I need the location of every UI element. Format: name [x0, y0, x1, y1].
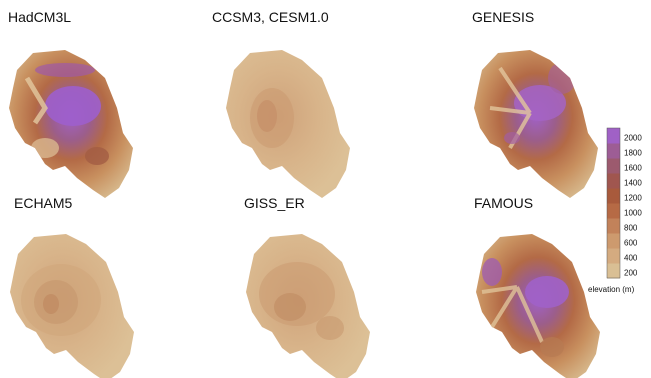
- colorbar-swatch: [607, 218, 620, 234]
- colorbar-swatch: [607, 188, 620, 204]
- colorbar-tick-label: 400: [624, 254, 638, 263]
- colorbar-swatch: [607, 203, 620, 219]
- panel-famous: FAMOUS: [474, 195, 600, 378]
- panel-giss-er: GISS_ER: [244, 195, 370, 378]
- colorbar-swatch: [607, 248, 620, 264]
- echam5-map: [10, 234, 134, 378]
- colorbar-tick-label: 600: [624, 239, 638, 248]
- colorbar-swatch: [607, 233, 620, 249]
- colorbar-tick-label: 800: [624, 224, 638, 233]
- colorbar-tick-label: 1600: [624, 164, 642, 173]
- panel-label: FAMOUS: [474, 195, 533, 211]
- colorbar-swatches: [607, 128, 620, 279]
- colorbar-tick-label: 1800: [624, 149, 642, 158]
- colorbar-swatch: [607, 143, 620, 159]
- giss-er-map: [246, 234, 370, 378]
- colorbar-tick-label: 2000: [624, 134, 642, 143]
- panel-genesis: GENESIS: [472, 9, 598, 198]
- hadcm3l-map: [9, 50, 133, 198]
- colorbar-swatch: [607, 158, 620, 174]
- colorbar-tick-label: 1000: [624, 209, 642, 218]
- colorbar-swatch: [607, 128, 620, 144]
- colorbar-title: elevation (m): [588, 285, 635, 294]
- colorbar-swatch: [607, 173, 620, 189]
- panel-label: GENESIS: [472, 9, 534, 25]
- panel-label: GISS_ER: [244, 195, 305, 211]
- colorbar-tick-label: 1400: [624, 179, 642, 188]
- panel-echam5: ECHAM5: [10, 195, 134, 378]
- genesis-map: [474, 50, 598, 198]
- panel-label: CCSM3, CESM1.0: [212, 9, 329, 25]
- panel-label: HadCM3L: [8, 9, 71, 25]
- ccsm3-map: [226, 50, 350, 198]
- colorbar-swatch: [607, 263, 620, 279]
- panel-ccsm3: CCSM3, CESM1.0: [212, 9, 350, 198]
- colorbar-tick-label: 1200: [624, 194, 642, 203]
- famous-map: [476, 234, 600, 378]
- colorbar-tick-label: 200: [624, 269, 638, 278]
- panel-hadcm3l: HadCM3L: [8, 9, 133, 198]
- colorbar-ticks: 200 400 600 800 1000 1200 1400 1600 1800 2000: [624, 134, 642, 278]
- panel-label: ECHAM5: [14, 195, 73, 211]
